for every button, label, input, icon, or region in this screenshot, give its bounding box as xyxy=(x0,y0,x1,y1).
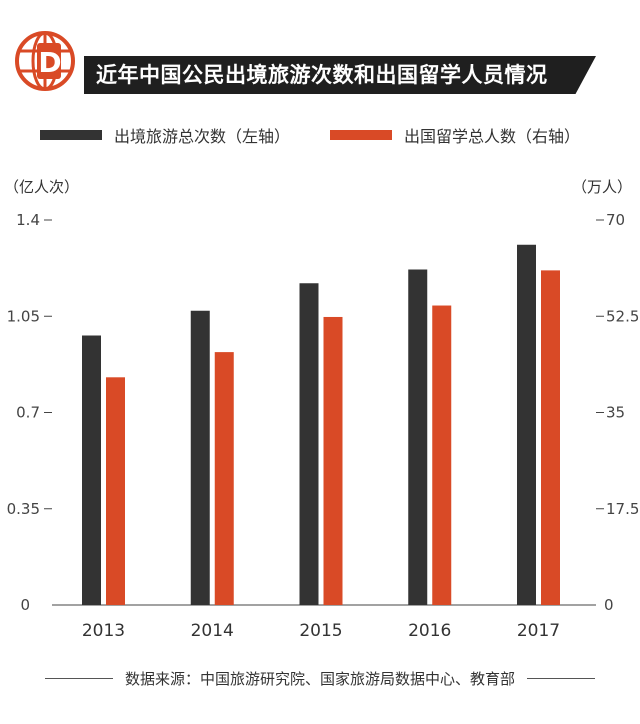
right-tick-label: 52.5 xyxy=(606,307,639,325)
footer-line-right xyxy=(527,677,595,679)
header: D 近年中国公民出境旅游次数和出国留学人员情况 xyxy=(0,0,640,110)
legend-item-tourism: 出境旅游总次数（左轴） xyxy=(40,124,290,146)
right-tick-label: 17.5 xyxy=(606,500,639,518)
x-tick-label: 2014 xyxy=(191,621,234,641)
legend-swatch-study xyxy=(330,130,392,140)
logo-letter: D xyxy=(38,46,61,79)
left-tick-label: 1.05 xyxy=(7,307,40,325)
bar-study-2014 xyxy=(214,352,234,605)
legend-swatch-tourism xyxy=(40,130,102,140)
bar-tourism-2017 xyxy=(517,244,536,605)
page-title: 近年中国公民出境旅游次数和出国留学人员情况 xyxy=(96,63,548,87)
right-axis-unit: （万人） xyxy=(572,178,633,196)
bar-tourism-2016 xyxy=(408,269,428,605)
right-tick-label: 35 xyxy=(606,404,625,422)
left-tick-label: 0.35 xyxy=(7,500,40,518)
legend-label-study: 出国留学总人数（右轴） xyxy=(404,127,581,146)
left-tick-label: 0 xyxy=(20,596,30,614)
source-text: 数据来源：中国旅游研究院、国家旅游局数据中心、教育部 xyxy=(124,669,515,688)
bar-study-2017 xyxy=(541,270,560,605)
x-tick-label: 2017 xyxy=(517,621,560,641)
x-tick-label: 2013 xyxy=(82,621,125,641)
x-tick-label: 2016 xyxy=(408,621,451,641)
x-tick-label: 2015 xyxy=(299,621,342,641)
logo-icon: D xyxy=(15,31,75,91)
bar-study-2016 xyxy=(432,305,452,605)
bar-tourism-2015 xyxy=(299,283,319,605)
legend-label-tourism: 出境旅游总次数（左轴） xyxy=(114,127,291,146)
bar-study-2013 xyxy=(106,377,125,605)
bar-tourism-2013 xyxy=(82,335,101,605)
left-axis-unit: （亿人次） xyxy=(4,178,80,196)
right-tick-label: 70 xyxy=(606,211,625,229)
legend-item-study: 出国留学总人数（右轴） xyxy=(330,124,580,146)
left-tick-label: 0.7 xyxy=(16,404,40,422)
bar-study-2015 xyxy=(323,316,343,605)
bar-tourism-2014 xyxy=(190,310,210,605)
right-tick-label: 0 xyxy=(604,596,614,614)
bar-chart: 0 0.35 0.7 1.05 1.4 0 17.5 35 52.5 70 2013 2014 2015… xyxy=(7,211,640,641)
left-tick-label: 1.4 xyxy=(16,211,40,229)
footer: 数据来源：中国旅游研究院、国家旅游局数据中心、教育部 xyxy=(0,666,640,690)
footer-line-left xyxy=(44,677,113,679)
title-bar xyxy=(84,56,596,94)
